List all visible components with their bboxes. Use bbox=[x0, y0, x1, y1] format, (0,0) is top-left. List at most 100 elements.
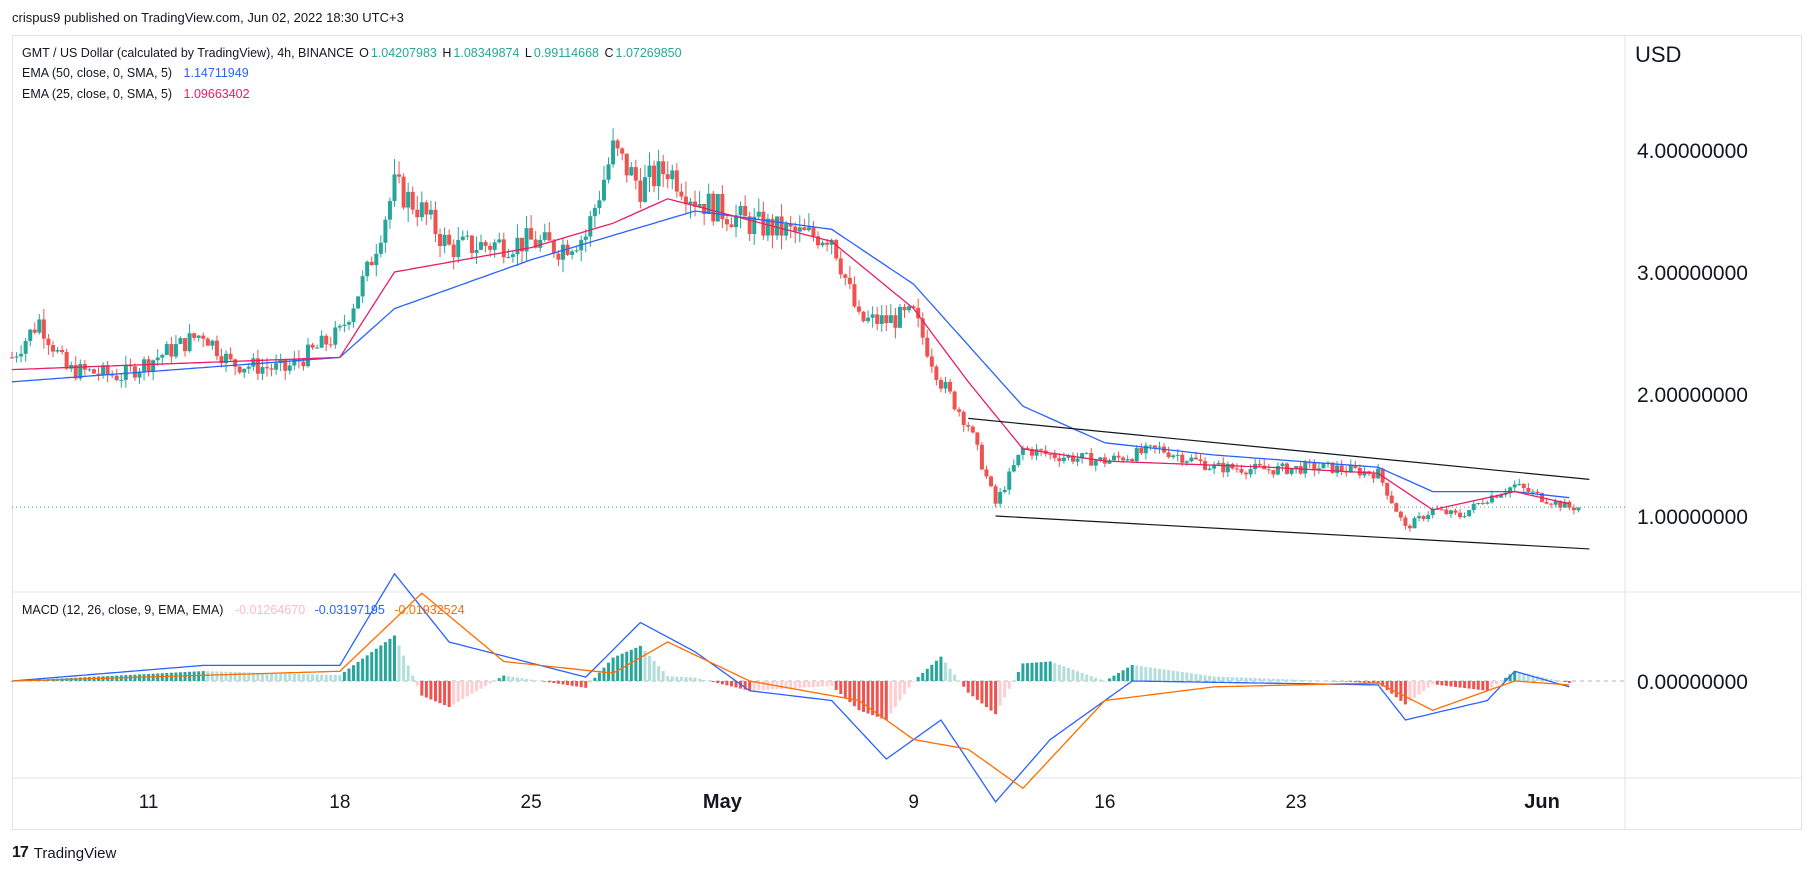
candle-body bbox=[1180, 454, 1185, 463]
candle-body bbox=[524, 228, 529, 252]
macd-histogram-bar bbox=[984, 681, 988, 707]
candle-body bbox=[570, 251, 575, 255]
candle-body bbox=[274, 363, 279, 370]
price-tick-label: 2.00000000 bbox=[1637, 384, 1748, 407]
candle-body bbox=[1289, 468, 1294, 474]
candle-body bbox=[1207, 468, 1212, 470]
candle-body bbox=[1080, 453, 1085, 459]
macd-histogram-bar bbox=[939, 656, 943, 681]
macd-histogram-bar bbox=[1444, 681, 1448, 686]
macd-histogram-bar bbox=[219, 671, 223, 681]
candle-body bbox=[360, 276, 365, 297]
macd-histogram-bar bbox=[283, 673, 287, 681]
candle-body bbox=[793, 226, 798, 232]
macd-histogram-bar bbox=[1007, 681, 1011, 689]
candle-body bbox=[506, 256, 511, 258]
candle-body bbox=[219, 356, 224, 364]
candle-body bbox=[14, 356, 19, 358]
macd-histogram-bar bbox=[374, 648, 378, 681]
tradingview-brand: TradingView bbox=[33, 844, 117, 862]
candle-body bbox=[834, 239, 839, 259]
macd-histogram-bar bbox=[1335, 681, 1339, 682]
macd-histogram-bar bbox=[361, 658, 365, 681]
candle-body bbox=[902, 306, 907, 311]
macd-histogram-bar bbox=[688, 677, 692, 681]
candle-body bbox=[324, 335, 329, 345]
candle-body bbox=[661, 161, 666, 175]
candle-body bbox=[1061, 457, 1066, 462]
tradingview-logo[interactable]: 17 TradingView bbox=[12, 844, 116, 862]
macd-histogram-bar bbox=[474, 681, 478, 692]
candle-body bbox=[1139, 448, 1144, 454]
macd-histogram-bar bbox=[884, 681, 888, 720]
macd-histogram-bar bbox=[1458, 681, 1462, 688]
close-label: C bbox=[604, 46, 614, 60]
date-tick-label: 16 bbox=[1094, 792, 1115, 813]
chart-frame[interactable] bbox=[12, 35, 1802, 830]
candle-body bbox=[875, 314, 880, 325]
candle-body bbox=[101, 365, 106, 375]
macd-histogram-bar bbox=[998, 681, 1002, 706]
macd-histogram-bar bbox=[707, 681, 711, 682]
candle-body bbox=[1553, 501, 1558, 505]
candle-body bbox=[260, 367, 265, 374]
macd-histogram-bar bbox=[1463, 681, 1467, 689]
candle-body bbox=[1403, 517, 1408, 526]
date-tick-label: 18 bbox=[329, 792, 350, 813]
macd-histogram-bar bbox=[698, 678, 702, 681]
candle-body bbox=[888, 315, 893, 324]
macd-histogram-bar bbox=[1039, 662, 1043, 681]
candle-body bbox=[142, 359, 147, 372]
macd-histogram-bar bbox=[1167, 670, 1171, 681]
candle-body bbox=[137, 371, 142, 378]
candle-body bbox=[164, 344, 169, 355]
candle-body bbox=[975, 432, 980, 445]
macd-histogram-bar bbox=[729, 681, 733, 687]
macd-histogram-bar bbox=[584, 681, 588, 688]
macd-histogram-bar bbox=[1244, 677, 1248, 681]
macd-histogram-bar bbox=[465, 681, 469, 697]
candle-body bbox=[28, 329, 33, 341]
macd-histogram-bar bbox=[1249, 677, 1253, 681]
ema50-legend[interactable]: EMA (50, close, 0, SMA, 5) 1.14711949 bbox=[22, 66, 251, 80]
candle-body bbox=[1066, 455, 1071, 458]
symbol-legend[interactable]: GMT / US Dollar (calculated by TradingVi… bbox=[22, 46, 684, 60]
candle-body bbox=[1143, 445, 1148, 454]
macd-histogram-bar bbox=[1381, 681, 1385, 687]
macd-histogram-bar bbox=[1513, 671, 1517, 681]
candle-body bbox=[688, 201, 693, 205]
macd-legend[interactable]: MACD (12, 26, close, 9, EMA, EMA) -0.012… bbox=[22, 603, 467, 617]
macd-histogram-bar bbox=[1312, 680, 1316, 681]
candle-body bbox=[647, 165, 652, 178]
signal-line bbox=[11, 592, 1570, 790]
macd-histogram-bar bbox=[1504, 677, 1508, 681]
candle-body bbox=[1125, 459, 1130, 461]
macd-histogram-bar bbox=[989, 681, 993, 711]
macd-histogram-bar bbox=[402, 655, 406, 681]
candle-body bbox=[993, 486, 998, 504]
macd-histogram-bar bbox=[1449, 681, 1453, 687]
candle-body bbox=[1030, 449, 1035, 456]
candle-body bbox=[715, 193, 720, 222]
candle-body bbox=[87, 369, 92, 371]
candle-body bbox=[406, 191, 411, 208]
macd-histogram-bar bbox=[711, 681, 715, 683]
macd-histogram-bar bbox=[903, 681, 907, 694]
candle-body bbox=[365, 261, 370, 277]
macd-histogram-bar bbox=[1153, 668, 1157, 681]
macd-histogram-bar bbox=[1481, 681, 1485, 691]
candle-body bbox=[1339, 465, 1344, 472]
candle-body bbox=[938, 379, 943, 389]
macd-histogram-bar bbox=[629, 649, 633, 681]
macd-histogram-bar bbox=[1299, 679, 1303, 681]
candle-body bbox=[966, 425, 971, 427]
publisher-line: crispus9 published on TradingView.com, J… bbox=[12, 10, 404, 25]
candle-body bbox=[1499, 494, 1504, 498]
candle-body bbox=[246, 366, 251, 369]
candle-body bbox=[1576, 507, 1581, 511]
candle-body bbox=[984, 469, 989, 477]
ema25-legend[interactable]: EMA (25, close, 0, SMA, 5) 1.09663402 bbox=[22, 87, 252, 101]
candle-body bbox=[538, 239, 543, 248]
macd-histogram-bar bbox=[1189, 673, 1193, 681]
